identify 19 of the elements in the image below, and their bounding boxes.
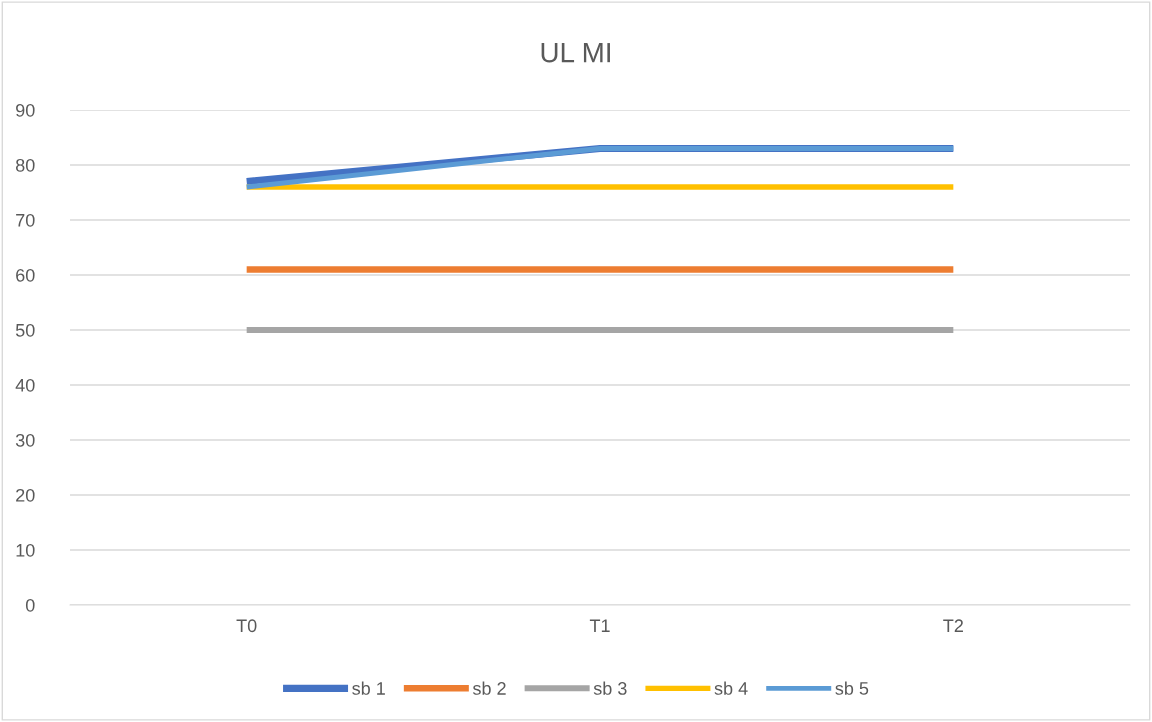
y-tick-label: 0: [25, 598, 35, 612]
y-tick-label: 70: [16, 213, 35, 227]
y-tick-label: 50: [15, 323, 35, 337]
legend-label: sb 3: [593, 681, 627, 695]
x-tick-label: T1: [589, 619, 610, 632]
legend-label: sb 1: [352, 681, 385, 695]
y-tick-label: 10: [16, 543, 35, 557]
x-tick-label: T2: [943, 619, 963, 632]
legend-label: sb 5: [835, 681, 869, 695]
chart-title: UL MI: [541, 43, 610, 63]
y-tick-label: 80: [15, 158, 35, 172]
legend-label: sb 2: [472, 681, 506, 695]
y-tick-label: 20: [16, 488, 35, 502]
y-tick-label: 30: [15, 433, 35, 447]
y-tick-label: 90: [16, 103, 35, 117]
legend-label: sb 4: [714, 681, 748, 695]
x-tick-label: T0: [236, 619, 257, 633]
y-tick-label: 60: [16, 268, 35, 282]
y-tick-label: 40: [15, 378, 35, 392]
